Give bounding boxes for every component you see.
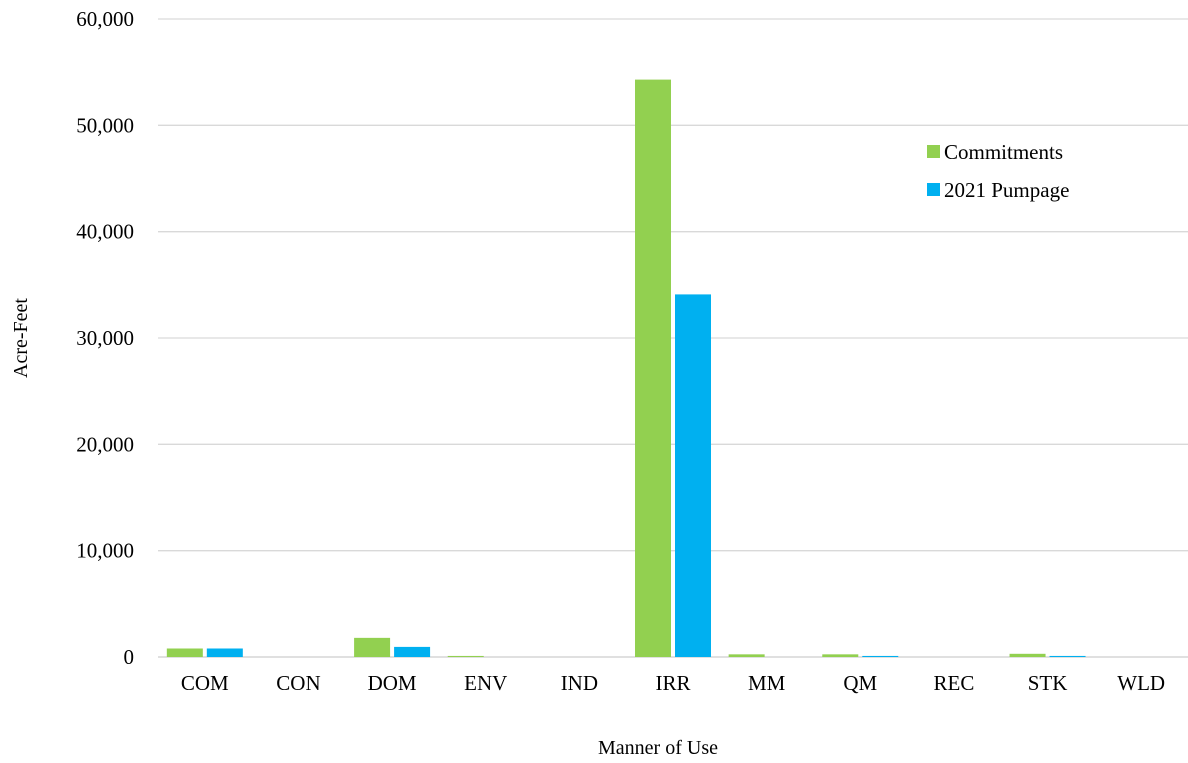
legend-label: 2021 Pumpage (944, 178, 1069, 202)
bar-2021-pumpage-dom (394, 646, 431, 657)
x-category-label: ENV (464, 671, 507, 695)
x-category-label: IRR (655, 671, 690, 695)
y-tick-label: 40,000 (76, 220, 134, 244)
y-tick-label: 30,000 (76, 326, 134, 350)
bar-commitments-com (166, 648, 203, 657)
x-category-label: QM (843, 671, 877, 695)
bar-commitments-env (447, 655, 484, 657)
x-category-label: DOM (368, 671, 417, 695)
x-category-label: IND (561, 671, 598, 695)
y-tick-label: 50,000 (76, 113, 134, 137)
bar-2021-pumpage-irr (675, 294, 711, 657)
legend: Commitments 2021 Pumpage (927, 140, 1069, 202)
bar-commitments-irr (635, 79, 671, 658)
legend-swatch (927, 183, 940, 196)
bar-commitments-qm (822, 654, 859, 657)
y-tick-label: 0 (124, 645, 135, 669)
bar-2021-pumpage-com (206, 648, 243, 657)
x-axis-category-labels: COM CON DOM ENV IND IRR MM QM REC STK WLD (181, 671, 1165, 695)
x-category-label: REC (933, 671, 974, 695)
x-axis-title: Manner of Use (598, 737, 718, 759)
x-category-label: COM (181, 671, 229, 695)
bar-commitments-dom (354, 637, 391, 657)
bars (166, 79, 1086, 658)
gridlines (158, 18, 1188, 658)
bar-2021-pumpage-qm (862, 655, 899, 657)
legend-swatch (927, 145, 940, 158)
y-tick-label: 60,000 (76, 7, 134, 31)
y-axis-tick-labels: 0 10,000 20,000 30,000 40,000 50,000 60,000 (76, 7, 134, 669)
x-category-label: CON (276, 671, 320, 695)
x-category-label: MM (748, 671, 786, 695)
y-tick-label: 10,000 (76, 539, 134, 563)
bar-commitments-stk (1009, 653, 1046, 657)
y-axis-title: Acre-Feet (10, 298, 32, 378)
y-tick-label: 20,000 (76, 432, 134, 456)
bar-commitments-mm (728, 654, 765, 657)
legend-label: Commitments (944, 140, 1063, 164)
x-category-label: WLD (1117, 671, 1165, 695)
bar-2021-pumpage-stk (1049, 655, 1086, 657)
x-category-label: STK (1028, 671, 1068, 695)
